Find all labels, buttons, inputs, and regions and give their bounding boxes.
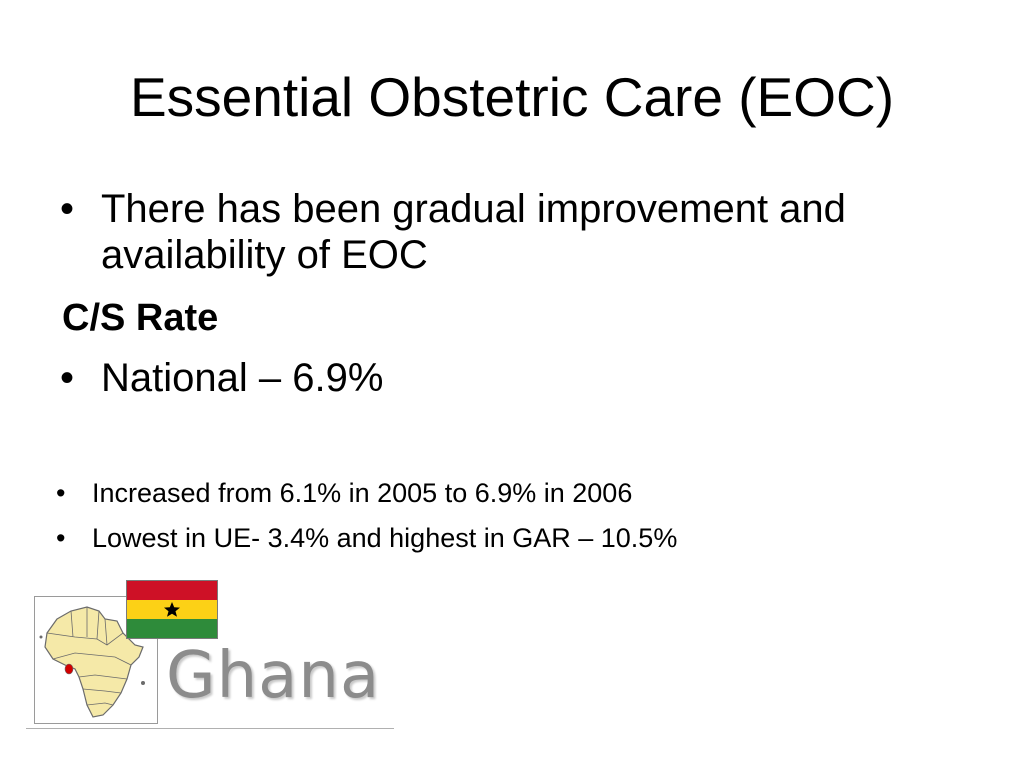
divider bbox=[26, 728, 394, 729]
slide-title: Essential Obstetric Care (EOC) bbox=[129, 66, 895, 128]
bullet-text: There has been gradual improvement and a… bbox=[101, 187, 846, 277]
bullet-improvement: • There has been gradual improvement and… bbox=[60, 186, 980, 278]
bullet-text: Increased from 6.1% in 2005 to 6.9% in 2… bbox=[92, 478, 633, 508]
bullet-national-rate: • National – 6.9% bbox=[60, 355, 660, 401]
bullet-marker: • bbox=[60, 356, 75, 400]
bullet-marker: • bbox=[60, 187, 75, 231]
bullet-marker: • bbox=[56, 478, 66, 508]
bullet-marker: • bbox=[56, 523, 66, 553]
ghana-flag-icon bbox=[126, 580, 218, 639]
detail-bullet-range: • Lowest in UE- 3.4% and highest in GAR –… bbox=[56, 522, 677, 554]
ghana-wordmark: Ghana bbox=[166, 639, 381, 713]
bullet-text: Lowest in UE- 3.4% and highest in GAR – … bbox=[92, 523, 678, 553]
ghana-logo: Ghana bbox=[26, 578, 396, 730]
cs-rate-heading: C/S Rate bbox=[62, 297, 219, 339]
detail-bullet-increase: • Increased from 6.1% in 2005 to 6.9% in … bbox=[56, 477, 632, 509]
bullet-text: National – 6.9% bbox=[101, 356, 384, 400]
